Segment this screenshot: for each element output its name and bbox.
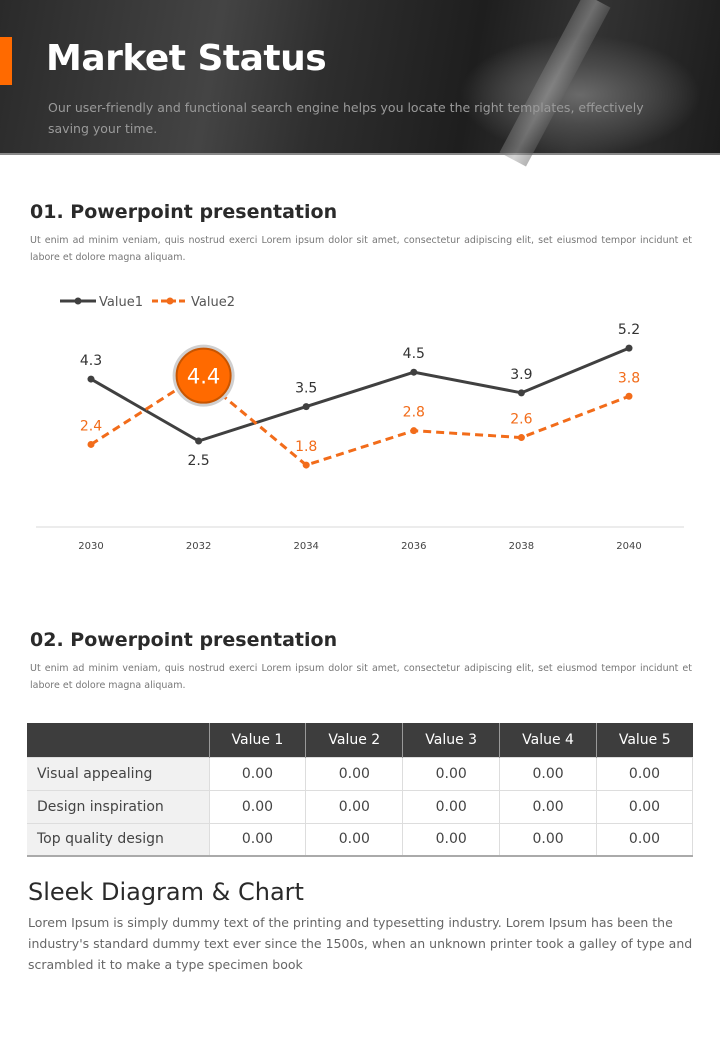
data-label: 3.5 <box>295 381 317 397</box>
table-header-cell: Value 3 <box>402 723 500 757</box>
page-title: Market Status <box>46 38 327 79</box>
accent-bar <box>0 37 12 85</box>
table-row: Visual appealing 0.00 0.00 0.00 0.00 0.00 <box>27 756 693 791</box>
table-cell: 0.00 <box>499 789 597 824</box>
data-label: 2.8 <box>403 405 425 421</box>
section3-text: Lorem Ipsum is simply dummy text of the … <box>28 915 693 972</box>
table-header-cell: Value 5 <box>596 723 693 757</box>
legend-marker <box>74 297 82 305</box>
data-point <box>625 392 633 400</box>
data-label: 3.9 <box>510 367 532 383</box>
data-label: 4.5 <box>403 346 425 362</box>
data-point <box>517 434 525 442</box>
table-cell: 0.00 <box>596 789 693 824</box>
legend-label: Value1 <box>99 295 143 310</box>
table-header-cell: Value 4 <box>499 723 597 757</box>
table-row: Design inspiration 0.00 0.00 0.00 0.00 0.00 <box>27 789 693 824</box>
section2-title: 02. Powerpoint presentation <box>30 629 338 651</box>
x-tick-label: 2038 <box>509 541 534 552</box>
table-header-cell: Value 1 <box>208 723 306 757</box>
table-header-cell: Value 2 <box>305 723 403 757</box>
table-cell: 0.00 <box>596 822 693 857</box>
table-cell: 0.00 <box>402 756 501 791</box>
data-label: 2.6 <box>510 412 532 428</box>
data-point <box>302 403 310 411</box>
highlight-bubble <box>175 347 232 404</box>
table-cell: 0.00 <box>305 756 404 791</box>
x-tick-label: 2030 <box>78 541 103 552</box>
data-point <box>625 344 633 352</box>
row-label: Design inspiration <box>27 789 210 824</box>
table-cell: 0.00 <box>499 822 597 857</box>
header-banner <box>0 0 720 167</box>
background-photo <box>499 0 611 167</box>
table-cell: 0.00 <box>208 822 307 857</box>
section1-title: 01. Powerpoint presentation <box>30 201 338 223</box>
data-label: 2.5 <box>187 453 209 469</box>
x-tick-label: 2036 <box>401 541 426 552</box>
row-label: Visual appealing <box>27 756 210 791</box>
table-cell: 0.00 <box>499 756 597 791</box>
data-label: 2.4 <box>80 418 102 434</box>
table-header-row: Value 1 Value 2 Value 3 Value 4 Value 5 <box>27 723 693 757</box>
data-point <box>87 375 95 383</box>
row-label: Top quality design <box>27 822 210 857</box>
data-label: 4.3 <box>80 353 102 369</box>
legend-label: Value2 <box>191 295 235 310</box>
data-point <box>302 461 310 469</box>
table-cell: 0.00 <box>402 822 501 857</box>
data-point <box>517 389 525 397</box>
data-point <box>410 368 418 376</box>
table-cell: 0.00 <box>402 789 501 824</box>
data-point <box>410 427 418 435</box>
series-line-value1 <box>90 346 630 443</box>
table-cell: 0.00 <box>208 789 307 824</box>
x-tick-label: 2034 <box>293 541 318 552</box>
x-tick-label: 2040 <box>616 541 641 552</box>
values-table: Value 1 Value 2 Value 3 Value 4 Value 5 … <box>27 723 693 857</box>
data-point <box>195 437 203 445</box>
table-row: Top quality design 0.00 0.00 0.00 0.00 0.00 <box>27 822 693 857</box>
section1-text: Ut enim ad minim veniam, quis nostrud ex… <box>30 235 692 263</box>
legend-marker <box>166 297 174 305</box>
table-cell: 0.00 <box>305 822 404 857</box>
data-label: 3.8 <box>618 370 640 386</box>
section3-title: Sleek Diagram & Chart <box>28 878 304 906</box>
highlight-label: 4.4 <box>187 365 220 389</box>
table-cell: 0.00 <box>305 789 404 824</box>
table-cell: 0.00 <box>208 756 307 791</box>
table-header-cell <box>27 723 209 757</box>
data-point <box>87 440 95 448</box>
section2-text: Ut enim ad minim veniam, quis nostrud ex… <box>30 663 692 691</box>
line-chart: 2030 2032 2034 2036 2038 2040 Value1 Value2 4.3 2… <box>36 295 684 552</box>
data-label: 1.8 <box>295 439 317 455</box>
page-subtitle: Our user-friendly and functional search … <box>48 100 644 136</box>
x-tick-label: 2032 <box>186 541 211 552</box>
table-cell: 0.00 <box>596 756 693 791</box>
data-label: 5.2 <box>618 322 640 338</box>
